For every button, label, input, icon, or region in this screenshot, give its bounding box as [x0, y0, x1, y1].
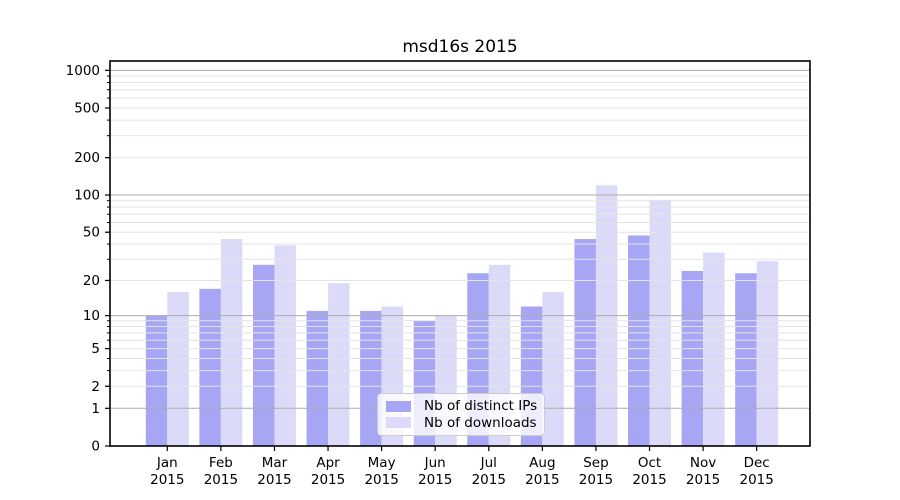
legend: Nb of distinct IPs Nb of downloads — [377, 393, 545, 436]
bar-jan-2015-nb-of-distinct-ips — [145, 315, 168, 446]
bar-apr-2015-nb-of-downloads — [328, 283, 350, 446]
bar-mar-2015-nb-of-distinct-ips — [252, 264, 275, 446]
y-tick-label-500: 500 — [74, 100, 100, 116]
x-tick-label-month-oct: Oct — [638, 455, 661, 471]
x-tick-label-month-may: May — [368, 455, 396, 471]
legend-label-downloads: Nb of downloads — [424, 414, 537, 431]
x-tick-label-month-sep: Sep — [583, 455, 608, 471]
bar-mar-2015-nb-of-downloads — [274, 245, 296, 446]
bar-oct-2015-nb-of-downloads — [649, 200, 672, 446]
y-tick-label-2: 2 — [91, 379, 100, 395]
x-tick-label-year-dec: 2015 — [740, 472, 774, 488]
y-tick-label-50: 50 — [83, 225, 100, 241]
x-tick-label-month-nov: Nov — [690, 455, 716, 471]
chart-title: msd16s 2015 — [402, 37, 518, 57]
y-tick-label-20: 20 — [83, 273, 100, 289]
y-tick-label-200: 200 — [74, 150, 100, 166]
y-tick-label-1000: 1000 — [66, 63, 100, 79]
x-tick-label-month-jan: Jan — [156, 455, 178, 471]
x-tick-label-month-feb: Feb — [209, 455, 233, 471]
legend-item-distinct-ips: Nb of distinct IPs — [386, 398, 538, 415]
x-tick-label-year-jan: 2015 — [150, 472, 184, 488]
x-tick-label-year-nov: 2015 — [686, 472, 720, 488]
legend-label-distinct-ips: Nb of distinct IPs — [424, 398, 538, 415]
y-tick-label-100: 100 — [74, 188, 100, 204]
bar-may-2015-nb-of-distinct-ips — [360, 310, 382, 446]
bar-feb-2015-nb-of-distinct-ips — [199, 288, 221, 446]
x-tick-label-year-jun: 2015 — [418, 472, 452, 488]
x-tick-label-year-oct: 2015 — [632, 472, 666, 488]
y-tick-label-1: 1 — [91, 401, 100, 417]
bar-apr-2015-nb-of-distinct-ips — [306, 310, 329, 446]
bar-dec-2015-nb-of-distinct-ips — [735, 273, 757, 446]
legend-item-downloads: Nb of downloads — [386, 414, 537, 431]
x-tick-label-year-mar: 2015 — [257, 472, 291, 488]
x-tick-label-month-apr: Apr — [316, 455, 340, 471]
x-tick-label-month-jul: Jul — [480, 455, 497, 471]
x-tick-label-month-dec: Dec — [744, 455, 770, 471]
bar-nov-2015-nb-of-downloads — [703, 252, 725, 446]
bar-feb-2015-nb-of-downloads — [220, 239, 243, 446]
plot-frame — [109, 60, 811, 447]
x-tick-label-year-may: 2015 — [364, 472, 398, 488]
x-tick-label-year-feb: 2015 — [204, 472, 238, 488]
y-tick-label-0: 0 — [91, 439, 100, 455]
x-tick-label-month-jun: Jun — [424, 455, 446, 471]
x-tick-label-year-jul: 2015 — [472, 472, 506, 488]
y-tick-label-10: 10 — [83, 308, 100, 324]
y-tick-label-5: 5 — [91, 341, 100, 357]
bar-sep-2015-nb-of-distinct-ips — [574, 239, 596, 446]
x-tick-label-year-aug: 2015 — [525, 472, 559, 488]
x-tick-label-month-aug: Aug — [529, 455, 555, 471]
x-tick-label-year-apr: 2015 — [311, 472, 345, 488]
x-tick-label-month-mar: Mar — [262, 455, 288, 471]
bar-dec-2015-nb-of-downloads — [756, 261, 779, 446]
legend-swatch-downloads — [386, 417, 411, 429]
x-tick-label-year-sep: 2015 — [579, 472, 613, 488]
legend-swatch-distinct-ips — [386, 400, 411, 412]
bar-aug-2015-nb-of-downloads — [542, 291, 564, 446]
bar-oct-2015-nb-of-distinct-ips — [628, 235, 650, 446]
bar-jan-2015-nb-of-downloads — [167, 291, 189, 446]
